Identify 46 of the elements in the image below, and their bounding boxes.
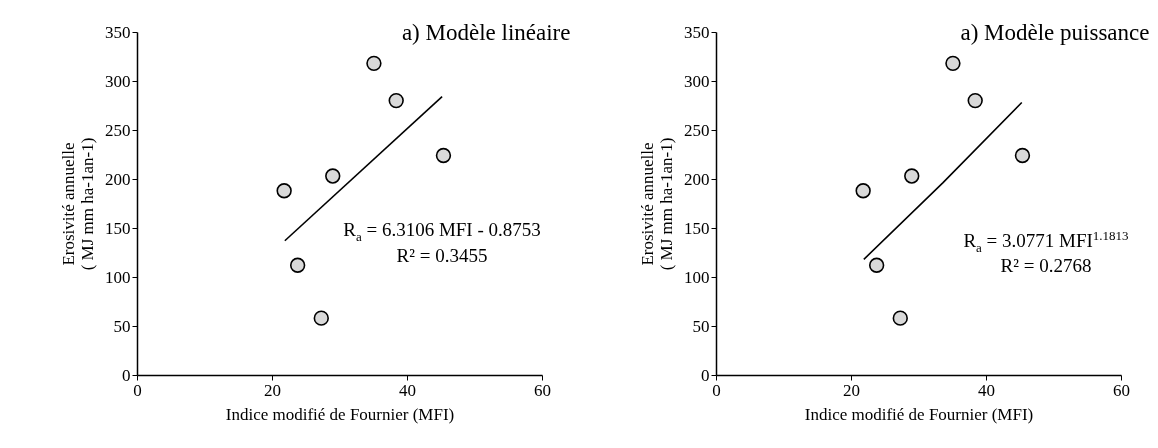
- x-tick-label: 20: [843, 380, 860, 400]
- chart-title: a) Modèle linéaire: [401, 20, 571, 45]
- y-tick-label: 50: [692, 316, 710, 336]
- x-tick-label: 60: [1113, 380, 1130, 400]
- point: [276, 183, 292, 199]
- x-tick-label: 20: [264, 380, 281, 400]
- point: [388, 92, 404, 109]
- y-tick-label: 300: [684, 71, 710, 91]
- y-tick-label: 250: [684, 120, 710, 140]
- annotation: R$_{a}$ = 6.3106 MFI - 0.8753: [343, 219, 541, 244]
- annotation: R² = 0.3455: [396, 245, 488, 266]
- point: [855, 183, 871, 199]
- y-tick-label: 200: [684, 169, 710, 189]
- y-tick-label: 0: [701, 365, 710, 385]
- x-axis-title: Indice modifié de Fournier (MFI): [225, 404, 455, 424]
- annotation: R² = 0.2768: [1000, 255, 1092, 276]
- point: [366, 55, 382, 72]
- point: [967, 92, 983, 109]
- point: [313, 310, 329, 326]
- y-tick-label: 50: [113, 316, 131, 336]
- y-axis-title: Erosivité annuelle ( MJ mm ha-1an-1): [638, 137, 676, 271]
- y-tick-label: 350: [684, 22, 710, 42]
- point: [1014, 147, 1031, 164]
- x-tick-label: 40: [399, 380, 416, 400]
- y-tick-label: 100: [684, 267, 710, 287]
- point: [904, 168, 920, 184]
- point: [868, 257, 885, 273]
- point: [289, 257, 306, 273]
- chart-title: a) Modèle puissance: [960, 20, 1150, 45]
- y-tick-label: 350: [105, 22, 131, 42]
- point: [435, 147, 452, 164]
- point: [892, 310, 908, 326]
- x-tick-label: 60: [534, 380, 551, 400]
- point: [945, 55, 961, 72]
- y-tick-label: 200: [105, 169, 131, 189]
- y-tick-label: 150: [684, 218, 710, 238]
- x-axis-title: Indice modifié de Fournier (MFI): [804, 404, 1034, 424]
- annotation: R$_{a}$ = 3.0771 MFI$^{1.1813}$: [963, 228, 1129, 256]
- y-tick-label: 100: [105, 267, 131, 287]
- y-axis-title: Erosivité annuelle ( MJ mm ha-1an-1): [59, 137, 97, 271]
- point: [325, 168, 341, 184]
- y-tick-label: 250: [105, 120, 131, 140]
- y-tick-label: 0: [122, 365, 131, 385]
- y-tick-label: 150: [105, 218, 131, 238]
- x-tick-label: 40: [978, 380, 995, 400]
- y-tick-label: 300: [105, 71, 131, 91]
